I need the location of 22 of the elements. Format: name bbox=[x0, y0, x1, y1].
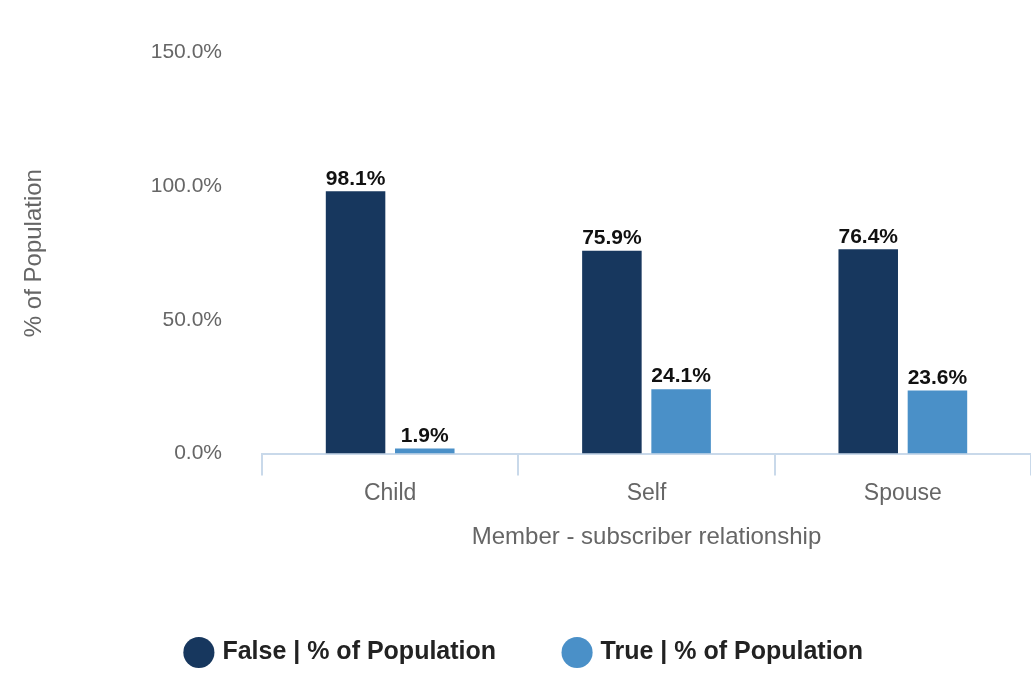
y-tick-label: 50.0% bbox=[162, 306, 222, 330]
data-label: 24.1% bbox=[651, 363, 712, 387]
y-tick-label: 150.0% bbox=[150, 39, 222, 63]
data-label: 76.4% bbox=[838, 223, 899, 247]
bar bbox=[325, 191, 386, 454]
legend-label: False | % of Population bbox=[222, 636, 497, 665]
x-tick-label: Self bbox=[626, 478, 667, 505]
bar bbox=[907, 390, 968, 454]
x-tick-label: Child bbox=[363, 478, 417, 505]
data-label: 23.6% bbox=[907, 364, 968, 388]
y-tick-label: 100.0% bbox=[150, 173, 222, 197]
y-tick-label: 0.0% bbox=[174, 440, 222, 464]
bar bbox=[838, 249, 898, 454]
x-axis-title: Member - subscriber relationship bbox=[471, 522, 822, 550]
y-axis-title: % of Population bbox=[19, 169, 47, 338]
data-label: 75.9% bbox=[582, 224, 642, 248]
bar bbox=[651, 389, 711, 454]
data-label: 98.1% bbox=[325, 165, 386, 189]
data-label: 1.9% bbox=[400, 422, 450, 446]
x-tick-label: Spouse bbox=[863, 478, 942, 505]
bar bbox=[582, 250, 642, 454]
legend-label: True | % of Population bbox=[600, 636, 864, 665]
